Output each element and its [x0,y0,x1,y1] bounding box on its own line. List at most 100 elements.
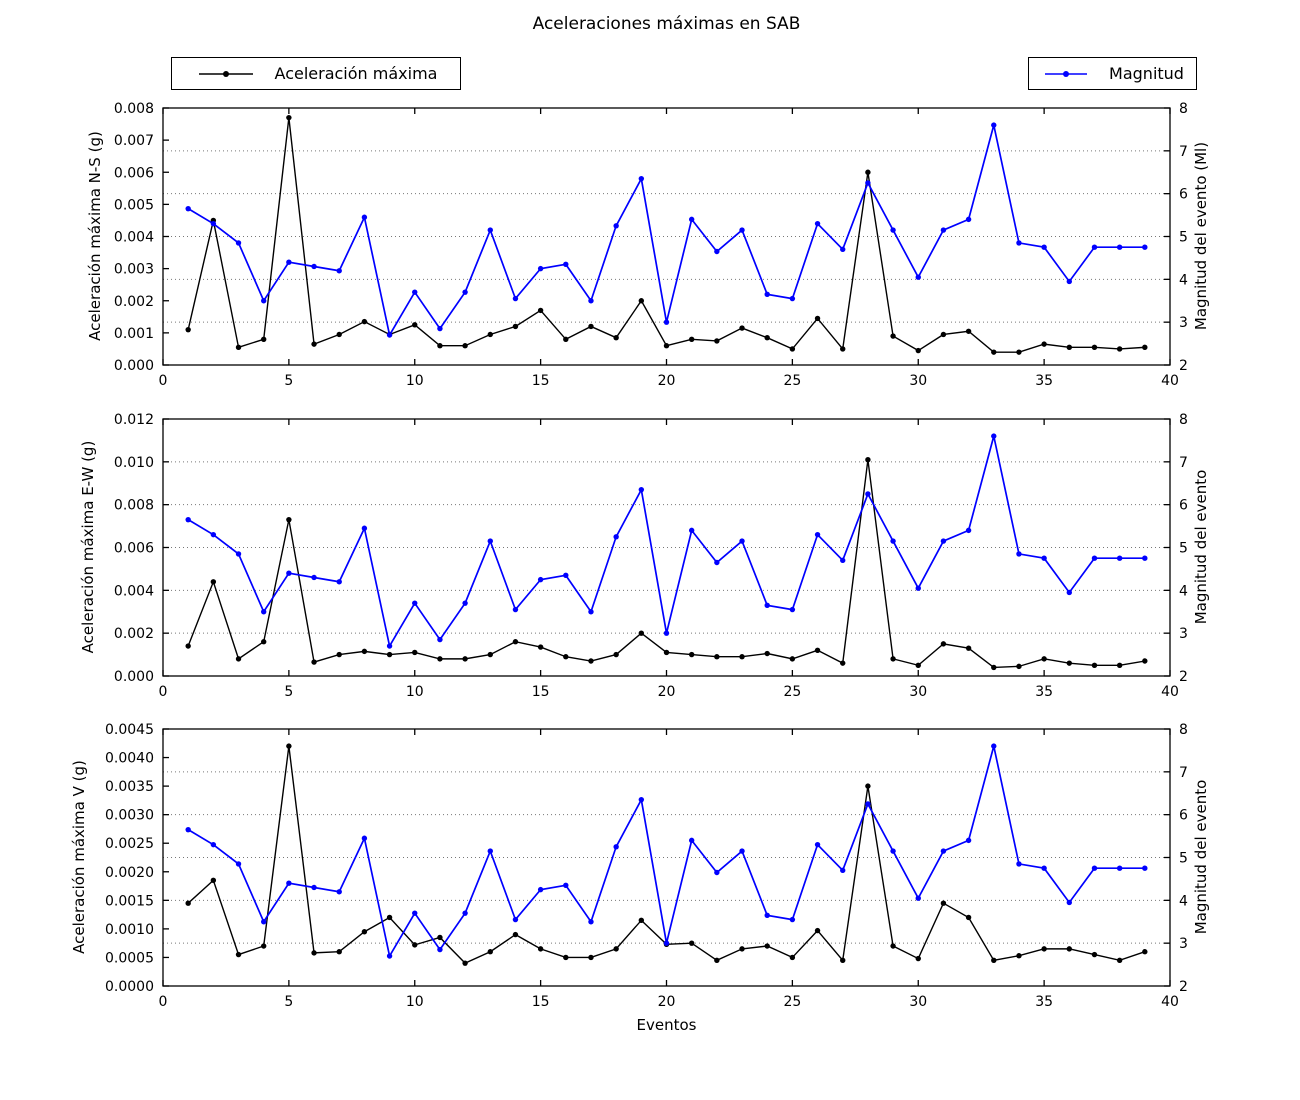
acceleration-point [261,639,267,645]
acceleration-point [840,957,846,963]
acceleration-point [261,336,267,342]
acceleration-point [588,954,594,961]
acceleration-point [714,957,720,963]
magnitude-point [789,606,796,613]
acceleration-point [714,654,720,660]
magnitude-point [261,919,267,925]
magnitude-point [890,538,896,544]
magnitude-point [537,265,544,272]
acceleration-point [185,900,191,906]
acceleration-point [386,651,393,658]
acceleration-point [235,656,242,662]
acceleration-point [688,651,695,658]
magnitude-point [714,248,720,255]
magnitude-point [865,180,871,186]
y-tick-label-left: 0.0040 [105,751,154,767]
x-tick-label: 25 [783,684,801,700]
legend-acceleration[interactable]: Aceleración máxima [171,57,461,90]
magnitude-point [764,912,770,919]
y-tick-label-left: 0.0035 [105,779,154,795]
y-tick-label-right: 6 [1179,187,1188,203]
y-tick-label-right: 8 [1179,412,1188,428]
magnitude-point [588,919,594,925]
magnitude-point [512,916,519,923]
magnitude-point [563,572,569,579]
magnitude-point [1066,278,1073,285]
x-tick-label: 40 [1161,684,1179,700]
magnitude-point [210,841,217,848]
magnitude-point [739,227,745,233]
magnitude-point [261,609,267,615]
acceleration-point [1091,344,1098,351]
y-tick-label-left: 0.002 [114,294,154,310]
x-tick-label: 10 [406,994,424,1010]
magnitude-point [890,848,896,854]
magnitude-point [638,796,645,803]
legend-magnitude[interactable]: Magnitud [1028,57,1197,90]
magnitude-point [386,332,393,338]
magnitude-line [187,124,1145,338]
acceleration-point [814,315,821,322]
y-tick-label-right: 6 [1179,498,1188,514]
acceleration-point [185,643,191,649]
y-tick-label-right: 8 [1179,722,1188,738]
y-tick-label-left: 0.0030 [105,808,154,824]
magnitude-point [1091,244,1098,250]
magnitude-point [336,268,342,274]
y-tick-label-left: 0.0010 [105,922,154,938]
acceleration-point [613,946,619,952]
acceleration-point [588,323,594,330]
magnitude-point [1016,240,1022,246]
magnitude-point [613,844,619,850]
y-axis-label-ns-right: Magnitud del evento (Ml) [1192,141,1210,331]
magnitude-point [1016,551,1022,557]
y-tick-label-left: 0.000 [114,358,154,374]
magnitude-point [991,433,997,439]
magnitude-point [789,916,796,923]
acceleration-point [840,346,846,352]
magnitude-point [965,837,972,844]
acceleration-point [688,336,695,342]
magnitude-point [840,246,846,253]
acceleration-point [739,325,745,331]
magnitude-point [764,602,770,609]
acceleration-point [361,318,368,325]
acceleration-point [739,654,745,660]
acceleration-point [663,649,670,656]
acceleration-point [512,639,519,645]
magnitude-point [588,298,594,304]
acceleration-point [638,630,645,636]
magnitude-point [210,531,217,538]
x-tick-label: 20 [658,373,676,389]
magnitude-point [965,527,972,534]
acceleration-point [1066,946,1073,952]
x-tick-label: 0 [159,373,168,389]
y-tick-label-right: 6 [1179,808,1188,824]
magnitude-point [940,538,947,544]
acceleration-point [1142,344,1148,351]
magnitude-point [915,274,921,280]
magnitude-point [638,486,645,493]
acceleration-point [512,323,519,330]
magnitude-line [187,435,1145,649]
magnitude-point [840,557,846,564]
acceleration-point [1142,658,1148,664]
y-axis-label-ns-left: Aceleración máxima N-S (g) [86,131,104,341]
y-tick-label-right: 2 [1179,979,1188,995]
axes-border [162,418,1171,677]
magnitude-point [185,205,191,212]
acceleration-point [1142,949,1148,955]
acceleration-point [890,333,896,339]
magnitude-point [563,261,569,268]
x-tick-label: 0 [159,684,168,700]
magnitude-point [840,867,846,874]
acceleration-point [915,662,921,668]
x-tick-label: 15 [532,373,550,389]
magnitude-point [487,227,493,233]
acceleration-point [1091,951,1098,958]
y-tick-label-left: 0.004 [114,583,154,599]
magnitude-point [1142,244,1148,250]
magnitude-point [537,886,544,893]
y-tick-label-left: 0.004 [114,230,154,246]
